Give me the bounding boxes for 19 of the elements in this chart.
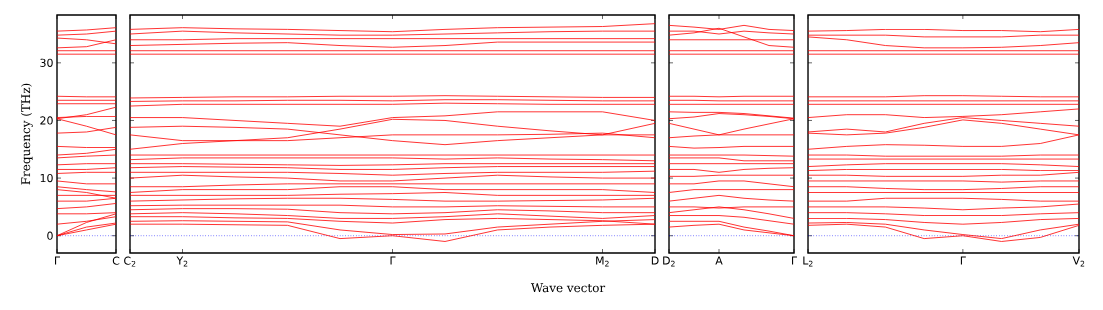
x-tick-label: L$_{2}$ <box>803 256 813 267</box>
x-tick-label: Γ <box>792 256 797 265</box>
x-tick-label: Y$_{2}$ <box>176 256 188 267</box>
x-tick-label: M$_{2}$ <box>596 256 609 267</box>
x-axis-title: Wave vector <box>530 283 606 293</box>
x-tick-label: Γ <box>55 256 60 265</box>
x-tick-label: Γ <box>390 256 396 265</box>
y-axis-title: Frequency (THz) <box>20 83 33 185</box>
x-tick-label: V$_{2}$ <box>1072 256 1085 267</box>
x-tick-label: D$_{2}$ <box>663 256 675 267</box>
y-tick-label: 30 <box>40 58 53 67</box>
x-tick-label: C$_{2}$ <box>124 256 136 267</box>
y-tick-label: 0 <box>47 231 53 240</box>
y-tick-label: 20 <box>40 116 53 125</box>
x-tick-label: A <box>715 256 723 265</box>
y-tick-label: 10 <box>40 173 53 183</box>
x-tick-label: D <box>651 256 659 265</box>
x-tick-label: Γ <box>960 256 966 265</box>
x-tick-label: C <box>112 256 120 265</box>
